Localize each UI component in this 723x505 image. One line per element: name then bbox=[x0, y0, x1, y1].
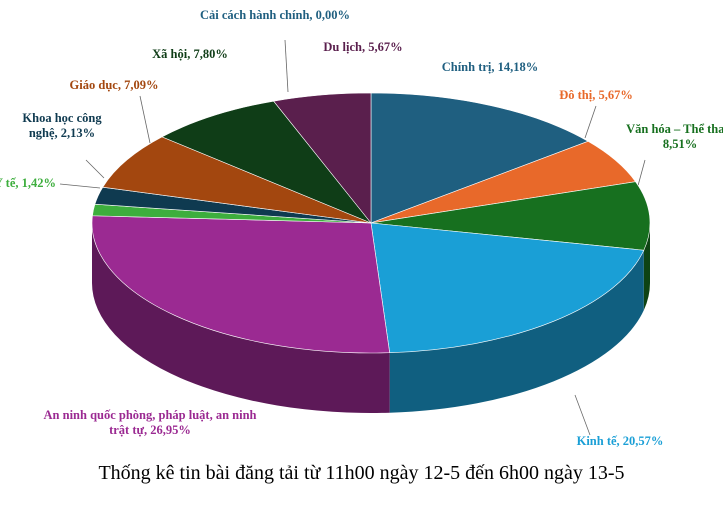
data-label: Đô thị, 5,67% bbox=[559, 88, 633, 102]
category-name: Văn hóa – Thể thao bbox=[626, 122, 723, 136]
value-label: 14,18% bbox=[497, 60, 539, 74]
category-name: Cải cách hành chính bbox=[199, 8, 310, 22]
value-label: 20,57% bbox=[622, 434, 664, 448]
category-name: Đô thị bbox=[559, 88, 593, 102]
data-label: Xã hội, 7,80% bbox=[152, 47, 228, 61]
data-label: Giáo dục, 7,09% bbox=[69, 78, 159, 92]
data-label: An ninh quốc phòng, pháp luật, an ninh t… bbox=[43, 408, 257, 437]
leader-line bbox=[59, 183, 101, 189]
data-label: Kinh tế, 20,57% bbox=[576, 434, 664, 448]
slice bbox=[370, 181, 651, 251]
slice-side bbox=[389, 250, 644, 413]
leader-line bbox=[85, 159, 105, 179]
data-label: Khoa học công nghệ, 2,13% bbox=[22, 111, 102, 140]
category-name: Khoa học công nghệ bbox=[22, 111, 102, 140]
slice bbox=[161, 100, 372, 224]
slice-side bbox=[92, 223, 390, 413]
pie-sides bbox=[92, 223, 650, 413]
category-name: Y tế bbox=[0, 176, 16, 190]
leader-line bbox=[284, 39, 289, 93]
data-label: Văn hóa – Thể thao, 8,51% bbox=[620, 122, 723, 152]
pie-tops bbox=[91, 92, 651, 354]
leader-line bbox=[139, 95, 151, 144]
value-label: 1,42% bbox=[21, 176, 57, 190]
category-name: Xã hội bbox=[152, 47, 188, 61]
leader-line bbox=[574, 394, 591, 436]
slice bbox=[273, 92, 372, 224]
value-label: 5,67% bbox=[598, 88, 633, 102]
category-name: Chính trị bbox=[441, 60, 492, 74]
value-label: 7,09% bbox=[124, 78, 159, 92]
data-label: Cải cách hành chính, 0,00% bbox=[199, 8, 351, 22]
leader-line bbox=[584, 105, 597, 139]
slice bbox=[370, 92, 589, 224]
slice bbox=[370, 222, 645, 354]
value-label: 5,67% bbox=[368, 40, 403, 54]
value-label: 0,00% bbox=[315, 8, 351, 22]
slice bbox=[102, 136, 372, 224]
slice bbox=[91, 215, 391, 354]
data-label: Du lịch, 5,67% bbox=[323, 40, 403, 54]
slice-side bbox=[643, 223, 650, 311]
chart-title: Thống kê tin bài đăng tải từ 11h00 ngày … bbox=[98, 462, 625, 484]
leader-lines bbox=[59, 39, 646, 436]
category-name: An ninh quốc phòng, pháp luật, an ninh t… bbox=[43, 408, 257, 437]
value-label: 26,95% bbox=[150, 423, 191, 437]
data-label: Y tế, 1,42% bbox=[0, 176, 70, 191]
category-name: Kinh tế bbox=[576, 434, 617, 448]
data-label: Chính trị, 14,18% bbox=[441, 60, 539, 74]
value-label: 7,80% bbox=[193, 47, 228, 61]
value-label: 2,13% bbox=[60, 126, 96, 140]
category-name: Du lịch bbox=[323, 40, 362, 54]
category-name: Giáo dục bbox=[69, 78, 118, 92]
value-label: 8,51% bbox=[662, 137, 698, 151]
